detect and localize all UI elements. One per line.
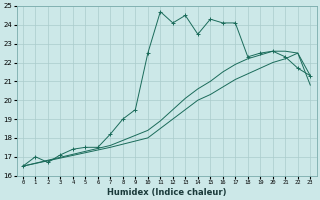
X-axis label: Humidex (Indice chaleur): Humidex (Indice chaleur) [107, 188, 226, 197]
